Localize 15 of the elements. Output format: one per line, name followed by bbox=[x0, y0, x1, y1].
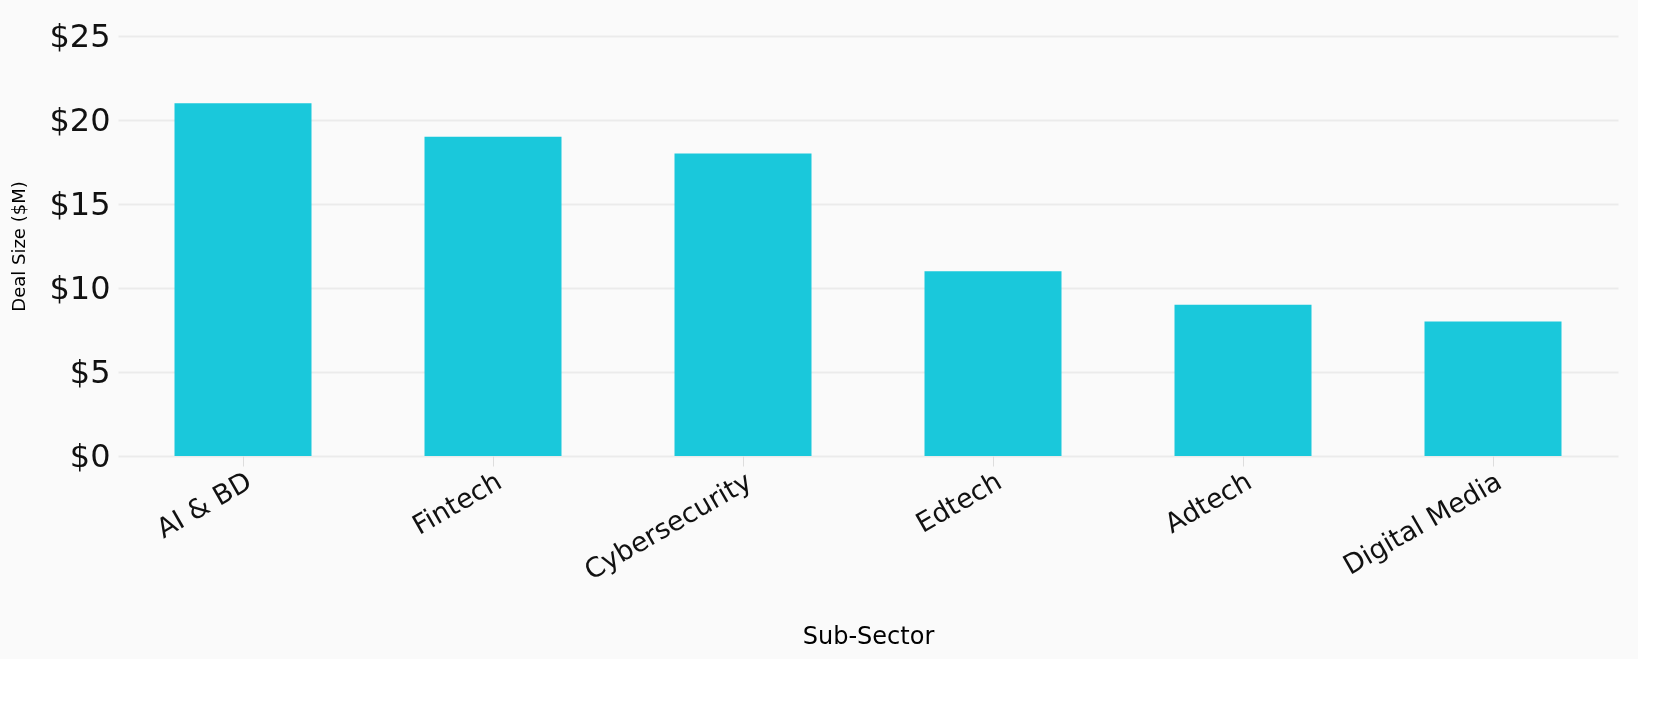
bar bbox=[1424, 321, 1562, 456]
y-tick-label: $25 bbox=[49, 16, 111, 55]
bar bbox=[924, 271, 1062, 456]
bar bbox=[1174, 304, 1312, 456]
bar bbox=[674, 153, 812, 456]
bar bbox=[174, 103, 312, 456]
y-tick-label: $20 bbox=[49, 100, 111, 139]
y-tick-label: $5 bbox=[69, 352, 111, 391]
y-tick-label: $10 bbox=[49, 268, 111, 307]
x-tick-label: AI & BD bbox=[150, 465, 257, 544]
y-tick-label: $0 bbox=[69, 436, 111, 475]
y-axis-title: Deal Size ($M) bbox=[8, 181, 30, 312]
x-axis-title: Sub-Sector bbox=[802, 621, 935, 650]
y-tick-label: $15 bbox=[49, 184, 111, 223]
bar bbox=[424, 136, 562, 456]
